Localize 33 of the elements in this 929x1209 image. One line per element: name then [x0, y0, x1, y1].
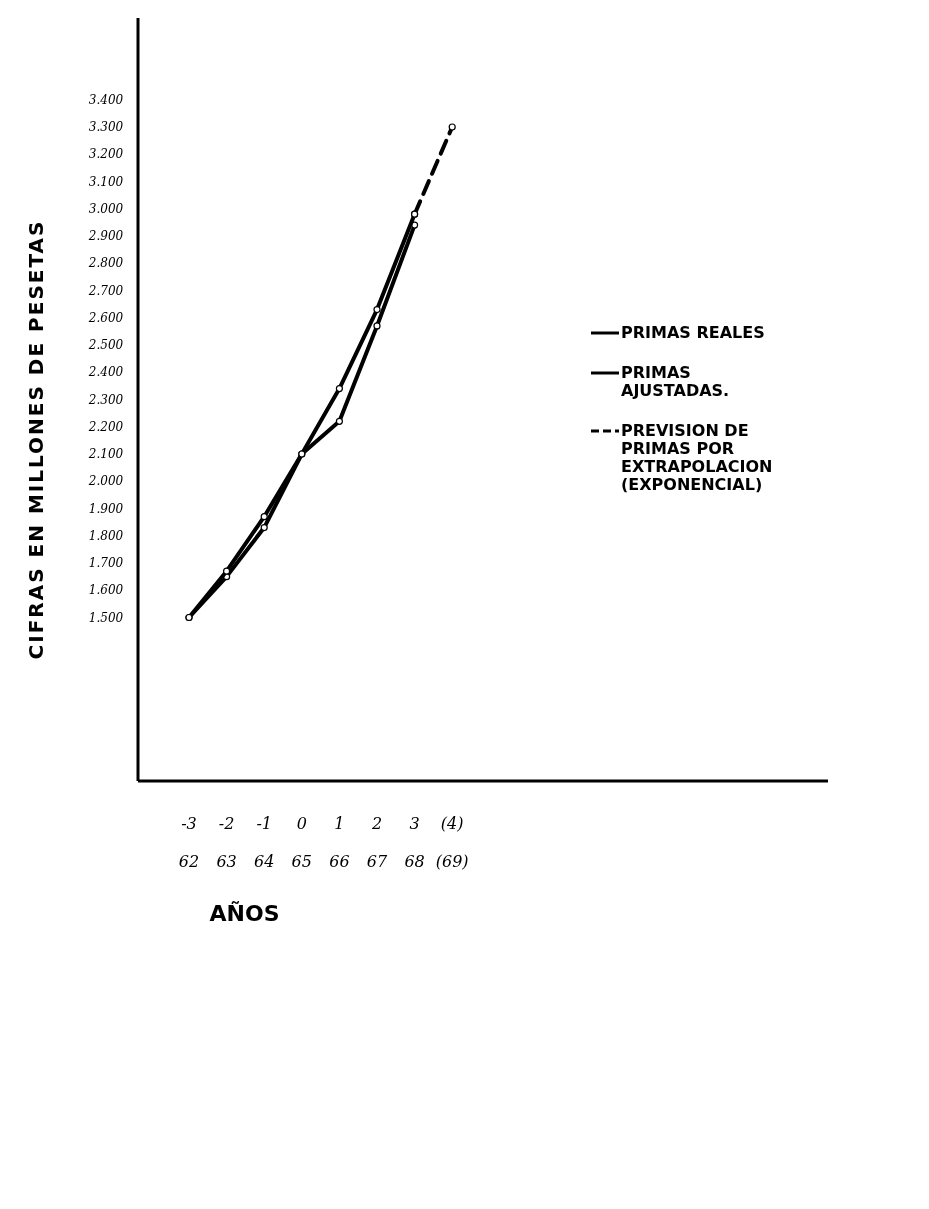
y-axis-title: CIFRAS EN MILLONES DE PESETAS — [24, 219, 48, 660]
y-tick-label: 2.400 — [87, 365, 124, 380]
y-tick-label: 1.700 — [88, 556, 124, 571]
x-tick-label: 0 65 — [291, 814, 312, 871]
x-tick-label: -1 64 — [254, 814, 275, 871]
x-axis-title: AÑOS — [209, 901, 280, 926]
x-tick-label: 3 68 — [404, 814, 425, 871]
x-tick-label: 2 67 — [366, 814, 388, 871]
legend-label: PRIMAS AJUSTADAS. — [621, 363, 730, 400]
x-tick-label: -2 63 — [216, 814, 237, 871]
y-tick-label: 1.900 — [88, 501, 124, 516]
y-tick-label: 2.600 — [87, 310, 124, 325]
y-tick-label: 2.200 — [87, 419, 124, 434]
y-tick-label: 3.400 — [88, 92, 124, 107]
x-tick-label: (4) (69) — [435, 814, 469, 871]
y-tick-label: 2.100 — [87, 447, 124, 462]
legend-label: PREVISION DE PRIMAS POR EXTRAPOLACION (EXPONENCIAL) — [621, 421, 773, 494]
y-tick-label: 3.100 — [88, 174, 124, 189]
y-tick-label: 1.800 — [88, 528, 124, 543]
y-tick-label: 2.500 — [87, 338, 124, 353]
y-tick-label: 3.300 — [88, 120, 124, 135]
x-tick-label: -3 62 — [178, 814, 200, 871]
y-tick-label: 2.700 — [87, 283, 124, 298]
y-tick-label: 1.500 — [88, 610, 124, 625]
x-tick-label: 1 66 — [329, 814, 350, 871]
y-tick-label: 3.200 — [88, 147, 124, 162]
legend-label: PRIMAS REALES — [621, 323, 765, 342]
y-tick-label: 2.900 — [87, 229, 124, 244]
y-tick-label: 1.600 — [88, 583, 124, 598]
y-tick-label: 2.000 — [87, 474, 124, 489]
y-tick-label: 2.300 — [87, 392, 124, 407]
y-tick-label: 2.800 — [87, 256, 124, 271]
y-tick-label: 3.000 — [88, 201, 124, 216]
